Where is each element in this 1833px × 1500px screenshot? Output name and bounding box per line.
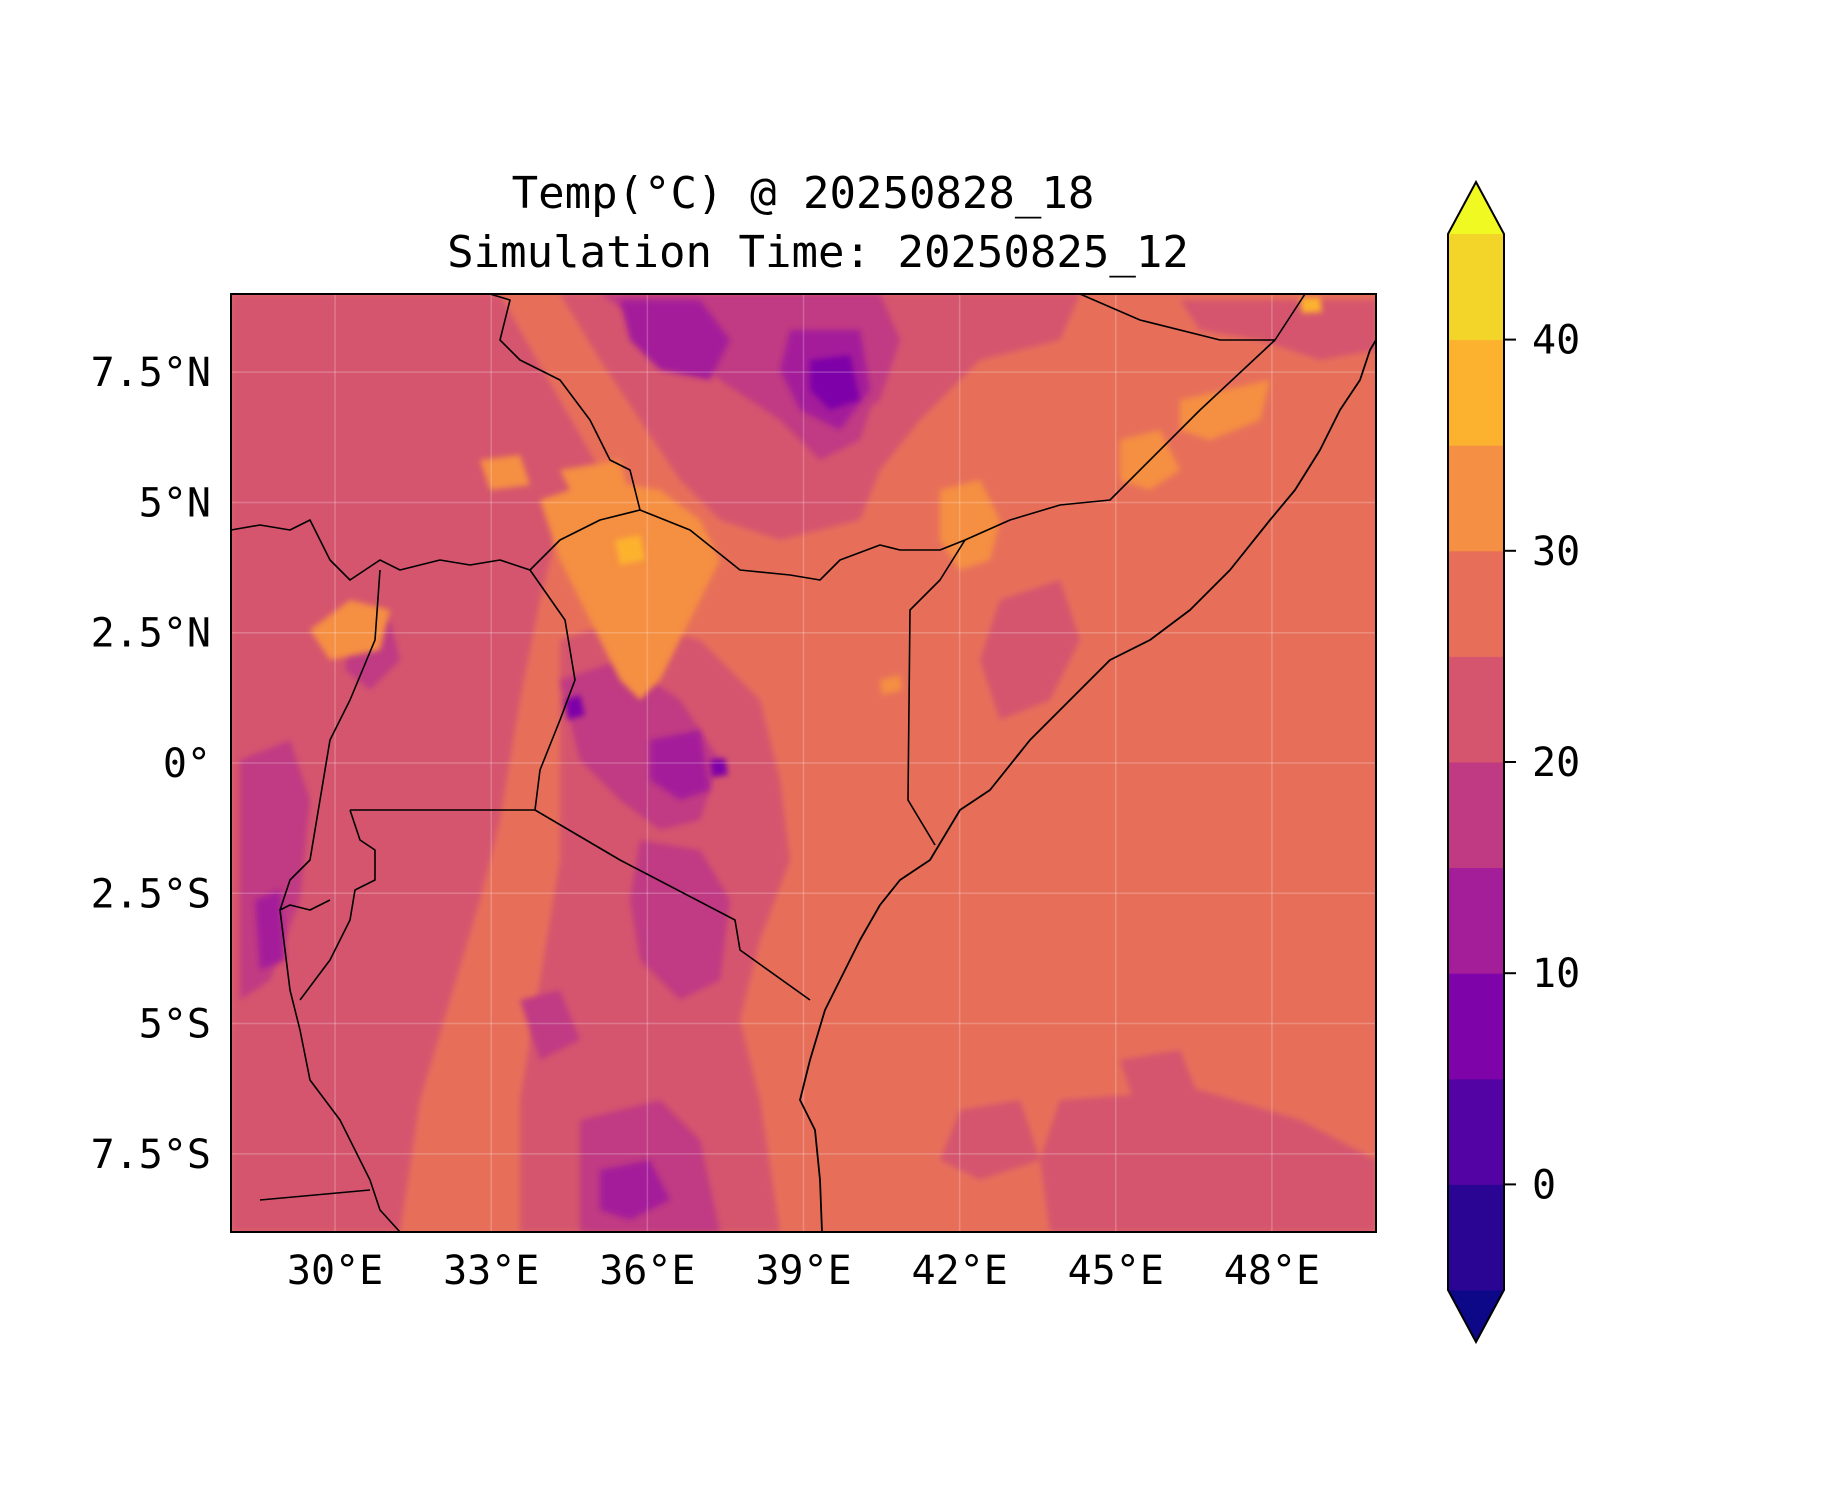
colorbar-extend-max bbox=[1448, 182, 1504, 234]
colorbar-segment bbox=[1448, 656, 1504, 763]
colorbar-segment bbox=[1448, 550, 1504, 657]
colorbar-tick-label: 30 bbox=[1532, 529, 1580, 575]
lon-tick-label: 42°E bbox=[911, 1248, 1007, 1294]
longitude-ticks: 30°E 33°E 36°E 39°E 42°E 45°E 48°E bbox=[287, 1248, 1320, 1294]
colorbar-segment bbox=[1448, 867, 1504, 974]
lon-tick-label: 30°E bbox=[287, 1248, 383, 1294]
lon-tick-label: 45°E bbox=[1068, 1248, 1164, 1294]
lat-tick-label: 7.5°N bbox=[91, 350, 211, 396]
colorbar-extend-min bbox=[1448, 1290, 1504, 1342]
colorbar: 0 10 20 30 40 bbox=[1447, 179, 1580, 1345]
lat-tick-label: 2.5°S bbox=[91, 871, 211, 917]
colorbar-segment bbox=[1448, 973, 1504, 1080]
map-borders bbox=[231, 294, 1376, 1232]
colorbar-tick-label: 0 bbox=[1532, 1162, 1556, 1208]
lat-tick-label: 2.5°N bbox=[91, 611, 211, 657]
map-gridlines bbox=[231, 294, 1376, 1232]
colorbar-segment bbox=[1448, 234, 1504, 341]
latitude-ticks: 7.5°N 5°N 2.5°N 0° 2.5°S 5°S 7.5°S bbox=[91, 350, 211, 1178]
figure-title-line1: Temp(°C) @ 20250828_18 bbox=[512, 168, 1095, 219]
colorbar-tick-label: 20 bbox=[1532, 740, 1580, 786]
lat-tick-label: 5°S bbox=[139, 1002, 211, 1048]
lon-tick-label: 48°E bbox=[1224, 1248, 1320, 1294]
lon-tick-label: 39°E bbox=[755, 1248, 851, 1294]
colorbar-segment bbox=[1448, 445, 1504, 552]
lat-tick-label: 0° bbox=[163, 741, 211, 787]
colorbar-segment bbox=[1448, 1184, 1504, 1291]
colorbar-tick-label: 10 bbox=[1532, 951, 1580, 997]
colorbar-tick-label: 40 bbox=[1532, 318, 1580, 364]
lon-tick-label: 36°E bbox=[599, 1248, 695, 1294]
lat-tick-label: 7.5°S bbox=[91, 1132, 211, 1178]
colorbar-segment bbox=[1448, 1078, 1504, 1185]
colorbar-segment bbox=[1448, 339, 1504, 446]
lon-tick-label: 33°E bbox=[443, 1248, 539, 1294]
colorbar-segment bbox=[1448, 762, 1504, 869]
map-frame bbox=[230, 293, 1377, 1233]
figure-title-line2: Simulation Time: 20250825_12 bbox=[447, 227, 1189, 278]
colorbar-outline bbox=[1447, 179, 1505, 1345]
temperature-field bbox=[231, 294, 1376, 1232]
lat-tick-label: 5°N bbox=[139, 480, 211, 526]
